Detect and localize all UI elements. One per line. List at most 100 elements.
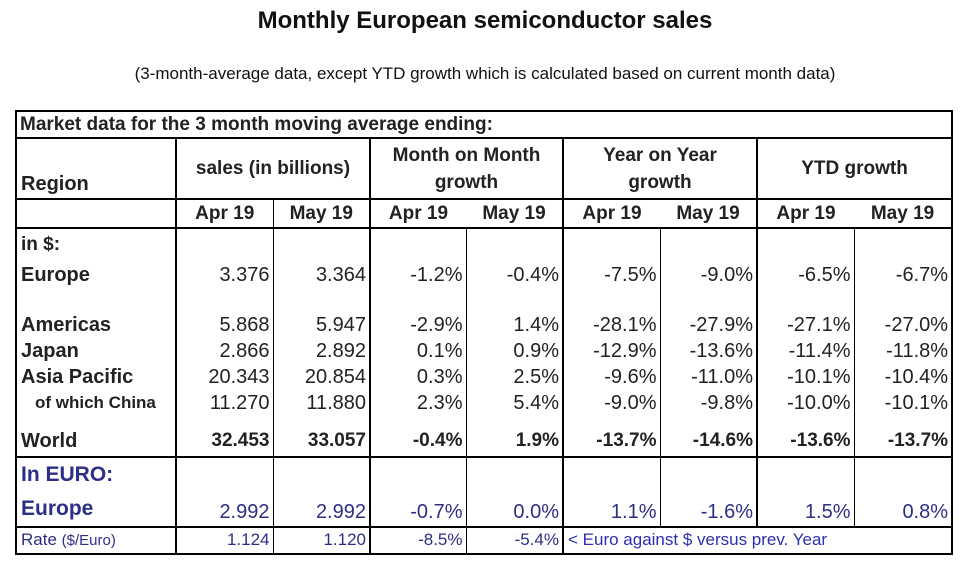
cell-japan: -13.6% (689, 340, 753, 362)
cell-americas: -27.9% (689, 314, 753, 336)
rate-value: 1.120 (273, 527, 371, 555)
cell-europe: -0.4% (506, 264, 559, 286)
cell-china: -9.0% (604, 392, 657, 414)
cell-americas: 1.4% (513, 314, 559, 336)
cell-japan: 2.866 (219, 340, 270, 362)
cell-china: -10.1% (884, 392, 949, 414)
cell-europe: 3.364 (315, 264, 366, 286)
cell-europe: -9.0% (700, 264, 753, 286)
month-header-blank (15, 198, 177, 229)
cell-world: -13.7% (887, 430, 949, 451)
usd-col: -9.0% -27.9% -13.6% -11.0% -9.8% -14.6% (660, 228, 758, 458)
month-header-row: Apr 19 May 19 Apr 19 May 19 Apr 19 May 1… (15, 198, 954, 229)
month-header: Apr 19 (175, 198, 274, 229)
cell-asia-pacific: 2.5% (513, 366, 559, 388)
region-world: World (21, 430, 78, 452)
yoy-group-header: Year on Year growth (562, 137, 758, 200)
rate-label: Rate (21, 530, 57, 549)
cell-asia-pacific: -10.1% (787, 366, 851, 388)
yoy-header-line1: Year on Year (603, 144, 717, 166)
rate-value: -5.4% (466, 527, 564, 555)
rate-value: -8.5% (369, 527, 467, 555)
cell-japan: -11.4% (788, 340, 851, 362)
euro-value: 1.5% (756, 457, 855, 528)
cell-asia-pacific: 20.343 (208, 366, 270, 388)
cell-japan: 0.9% (513, 340, 559, 362)
euro-value: 1.1% (562, 457, 661, 528)
month-header: Apr 19 (369, 198, 466, 229)
cell-americas: -28.1% (593, 314, 657, 336)
cell-china: -10.0% (787, 392, 851, 414)
cell-americas: -2.9% (410, 314, 463, 336)
table-band-row: Market data for the 3 month moving avera… (14, 110, 954, 139)
region-column: in $: Europe Americas Japan Asia Pacific… (15, 228, 177, 458)
cell-china: 11.270 (209, 392, 270, 414)
mom-header-line1: Month on Month (392, 144, 541, 166)
cell-japan: 2.892 (315, 340, 366, 362)
cell-world: 33.057 (307, 430, 366, 451)
cell-americas: -27.1% (787, 314, 851, 336)
cell-china: 5.4% (513, 392, 559, 414)
region-asia-pacific: Asia Pacific (21, 366, 134, 388)
month-header: May 19 (466, 198, 564, 229)
cell-world: -14.6% (692, 430, 753, 451)
cell-asia-pacific: 0.3% (416, 366, 463, 388)
yoy-header-line2: growth (628, 171, 692, 193)
month-header: May 19 (273, 198, 371, 229)
usd-col: 3.376 5.868 2.866 20.343 11.270 32.453 (175, 228, 274, 458)
euro-value: 2.992 (175, 457, 274, 528)
euro-value: 0.0% (466, 457, 564, 528)
month-header: May 19 (854, 198, 954, 229)
cell-asia-pacific: -10.4% (884, 366, 949, 388)
euro-region-cell: In EURO: Europe (15, 457, 177, 528)
usd-col: -6.5% -27.1% -11.4% -10.1% -10.0% -13.6% (756, 228, 855, 458)
cell-americas: 5.868 (219, 314, 270, 336)
month-header: Apr 19 (756, 198, 854, 229)
cell-china: 2.3% (416, 392, 463, 414)
cell-asia-pacific: 20.854 (304, 366, 366, 388)
month-header: Apr 19 (562, 198, 660, 229)
euro-block: In EURO: Europe 2.992 2.992 -0.7% 0.0% 1… (15, 457, 954, 528)
euro-region-europe: Europe (21, 497, 94, 520)
cell-world: -13.7% (596, 430, 657, 451)
cell-americas: 5.947 (315, 314, 366, 336)
cell-europe: -1.2% (410, 264, 463, 286)
euro-value: -1.6% (660, 457, 758, 528)
euro-value: 2.992 (273, 457, 371, 528)
mom-header-line2: growth (434, 171, 499, 193)
euro-section-label: In EURO: (21, 463, 114, 486)
market-data-table: Market data for the 3 month moving avera… (14, 110, 954, 555)
cell-asia-pacific: -9.6% (604, 366, 657, 388)
usd-col: -1.2% -2.9% 0.1% 0.3% 2.3% -0.4% (369, 228, 467, 458)
ytd-group-header: YTD growth (755, 137, 954, 200)
cell-china: 11.880 (306, 392, 366, 414)
rate-note: < Euro against $ versus prev. Year (561, 527, 954, 555)
usd-section-label: in $: (21, 234, 61, 255)
cell-world: -13.6% (790, 430, 851, 451)
page-title: Monthly European semiconductor sales (257, 7, 713, 34)
region-europe: Europe (21, 264, 90, 286)
band-title: Market data for the 3 month moving avera… (14, 110, 954, 139)
rate-row: Rate ($/Euro) 1.124 1.120 -8.5% -5.4% < … (15, 527, 954, 555)
usd-block: in $: Europe Americas Japan Asia Pacific… (15, 228, 954, 458)
euro-value: 0.8% (854, 457, 954, 528)
usd-col: -7.5% -28.1% -12.9% -9.6% -9.0% -13.7% (562, 228, 661, 458)
rate-value: 1.124 (175, 527, 274, 555)
cell-japan: -11.8% (886, 340, 949, 362)
cell-world: 32.453 (211, 430, 270, 451)
region-americas: Americas (21, 314, 112, 336)
cell-europe: -6.7% (895, 264, 949, 286)
page-subtitle: (3-month-average data, except YTD growth… (134, 64, 836, 83)
region-china: of which China (35, 393, 156, 412)
month-header: May 19 (660, 198, 758, 229)
cell-world: 1.9% (515, 430, 559, 451)
mom-group-header: Month on Month growth (369, 137, 564, 200)
group-header-row: Region sales (in billions) Month on Mont… (15, 137, 954, 200)
cell-europe: -7.5% (604, 264, 657, 286)
cell-europe: -6.5% (798, 264, 851, 286)
euro-value: -0.7% (369, 457, 467, 528)
cell-china: -9.8% (700, 392, 753, 414)
cell-world: -0.4% (412, 430, 463, 451)
cell-japan: -12.9% (593, 340, 657, 362)
usd-col: 3.364 5.947 2.892 20.854 11.880 33.057 (273, 228, 371, 458)
